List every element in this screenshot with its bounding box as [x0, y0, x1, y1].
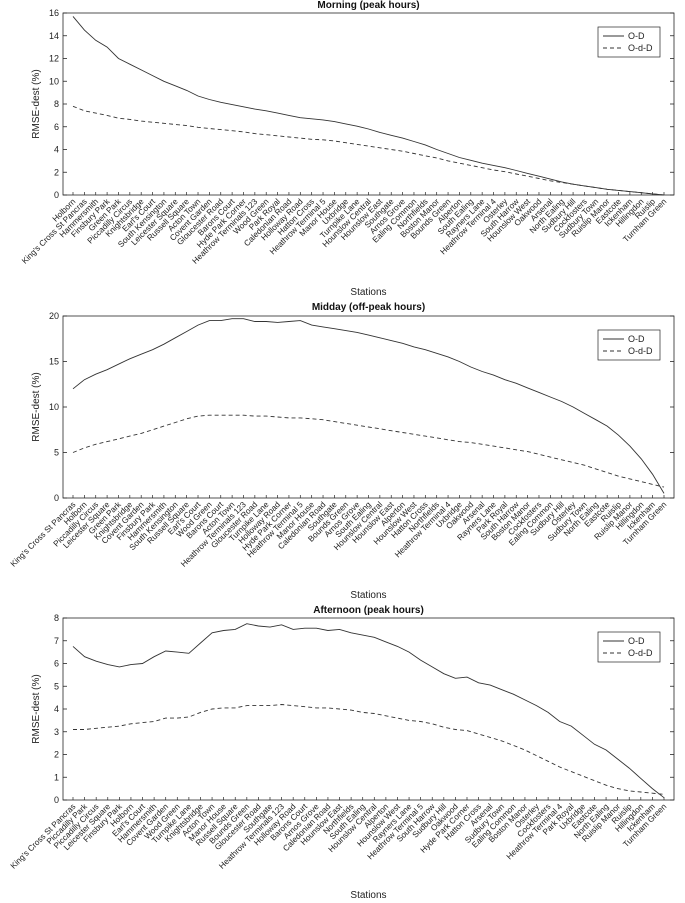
y-tick-label: 16: [49, 8, 59, 18]
y-tick-label: 7: [54, 636, 59, 646]
y-tick-label: 20: [49, 311, 59, 321]
y-tick-label: 6: [54, 122, 59, 132]
chart-panel-1: Morning (peak hours) 0 2 4 6 8 10 12 14 16 RMSE-de…: [20, 0, 675, 298]
y-axis-label: RMSE-dest (%): [31, 674, 42, 743]
y-tick-label: 10: [49, 76, 59, 86]
legend-entry: O-D: [628, 31, 645, 41]
x-axis-label: Stations: [350, 890, 386, 901]
y-tick-label: 5: [54, 448, 59, 458]
y-tick-label: 2: [54, 167, 59, 177]
chart-title: Afternoon (peak hours): [313, 605, 424, 616]
y-axis-label: RMSE-dest (%): [31, 69, 42, 138]
legend-entry: O-D: [628, 636, 645, 646]
legend-box: [597, 631, 661, 663]
x-axis-label: Stations: [350, 287, 386, 298]
y-tick-label: 4: [54, 704, 59, 714]
chart-title: Midday (off-peak hours): [312, 302, 425, 313]
series-line-o-d: [72, 318, 665, 494]
series-line-o-d-d: [72, 105, 665, 196]
legend: O-D O-d-D: [597, 329, 661, 361]
y-tick-label: 15: [49, 357, 59, 367]
y-tick-label: 10: [49, 402, 59, 412]
legend: O-D O-d-D: [597, 26, 661, 58]
y-tick-label: 2: [54, 750, 59, 760]
y-tick-label: 14: [49, 31, 59, 41]
y-axis-label: RMSE-dest (%): [31, 372, 42, 441]
series-line-o-d: [72, 623, 665, 799]
chart-title: Morning (peak hours): [317, 0, 419, 11]
y-tick-label: 0: [54, 795, 59, 805]
legend-box: [597, 329, 661, 361]
series-line-o-d-d: [73, 704, 665, 795]
y-tick-label: 0: [54, 190, 59, 200]
legend-entry: O-d-D: [628, 648, 653, 658]
legend-box: [597, 26, 661, 58]
legend-entry: O-d-D: [628, 43, 653, 53]
y-tick-label: 12: [49, 54, 59, 64]
y-tick-label: 0: [54, 493, 59, 503]
y-tick-label: 6: [54, 659, 59, 669]
y-tick-label: 4: [54, 145, 59, 155]
legend-entry: O-d-D: [628, 346, 653, 356]
chart-panel-2: Midday (off-peak hours) 0 5 10 15 20 RMSE-dest…: [9, 302, 675, 601]
y-tick-label: 3: [54, 727, 59, 737]
y-tick-label: 8: [54, 613, 59, 623]
x-axis-label: Stations: [350, 590, 386, 601]
series-line-o-d-d: [72, 414, 665, 488]
y-tick-label: 8: [54, 99, 59, 109]
y-tick-label: 5: [54, 681, 59, 691]
legend-entry: O-D: [628, 334, 645, 344]
y-tick-label: 1: [54, 772, 59, 782]
legend: O-D O-d-D: [597, 631, 661, 663]
